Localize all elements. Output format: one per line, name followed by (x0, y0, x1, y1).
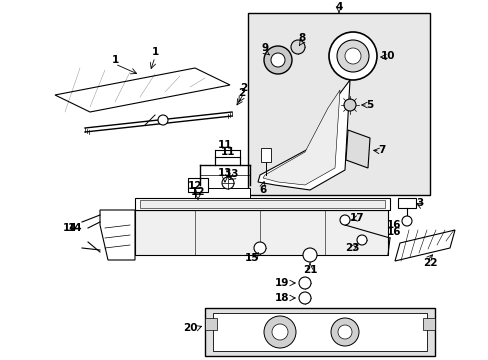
Circle shape (343, 99, 355, 111)
Circle shape (339, 215, 349, 225)
Text: 5: 5 (366, 100, 373, 110)
Circle shape (356, 235, 366, 245)
Text: 14: 14 (67, 223, 82, 233)
Text: 16: 16 (386, 220, 401, 230)
Text: 8: 8 (298, 33, 305, 43)
Text: 13: 13 (217, 168, 232, 178)
Text: 18: 18 (274, 293, 289, 303)
Circle shape (158, 115, 168, 125)
Circle shape (328, 32, 376, 80)
Text: 11: 11 (217, 140, 232, 150)
Text: 12: 12 (187, 181, 202, 191)
Text: 15: 15 (244, 253, 259, 263)
Circle shape (222, 177, 234, 189)
Circle shape (345, 48, 360, 64)
Text: 14: 14 (62, 223, 77, 233)
Circle shape (264, 46, 291, 74)
Text: 6: 6 (259, 185, 266, 195)
Bar (135, 198, 389, 210)
Bar (422, 318, 434, 330)
Polygon shape (55, 68, 229, 112)
Circle shape (337, 325, 351, 339)
Text: 21: 21 (302, 265, 317, 275)
Circle shape (330, 318, 358, 346)
Text: 13: 13 (224, 169, 239, 179)
Text: 12: 12 (190, 187, 205, 197)
Text: 10: 10 (380, 51, 394, 61)
Bar (247, 13, 429, 195)
Text: 1: 1 (151, 47, 158, 57)
Circle shape (336, 40, 368, 72)
Bar (140, 200, 384, 208)
Circle shape (298, 292, 310, 304)
Text: 9: 9 (261, 43, 268, 53)
Polygon shape (263, 90, 339, 185)
Bar (204, 308, 434, 356)
Text: 4: 4 (335, 2, 342, 12)
Polygon shape (346, 130, 369, 168)
Bar (213, 313, 426, 351)
Text: 3: 3 (415, 198, 423, 208)
Text: 17: 17 (349, 213, 364, 223)
Bar (187, 178, 207, 192)
Text: 22: 22 (422, 258, 436, 268)
Bar (397, 198, 415, 208)
Polygon shape (394, 230, 454, 261)
Text: 11: 11 (220, 147, 235, 157)
Circle shape (271, 324, 287, 340)
Circle shape (298, 277, 310, 289)
Bar (195, 188, 249, 198)
Circle shape (270, 53, 285, 67)
Circle shape (290, 40, 305, 54)
Text: 2: 2 (240, 83, 247, 93)
Circle shape (264, 316, 295, 348)
Text: 16: 16 (386, 227, 401, 237)
Text: 2: 2 (238, 88, 245, 98)
Text: 20: 20 (183, 323, 197, 333)
Circle shape (253, 242, 265, 254)
Polygon shape (135, 210, 387, 255)
Circle shape (401, 216, 411, 226)
Bar (261, 148, 270, 162)
Text: 19: 19 (274, 278, 288, 288)
Bar (204, 318, 217, 330)
Text: 23: 23 (344, 243, 359, 253)
Text: 1: 1 (111, 55, 119, 65)
Text: 7: 7 (378, 145, 385, 155)
Polygon shape (100, 210, 135, 260)
Polygon shape (258, 80, 349, 190)
Circle shape (303, 248, 316, 262)
